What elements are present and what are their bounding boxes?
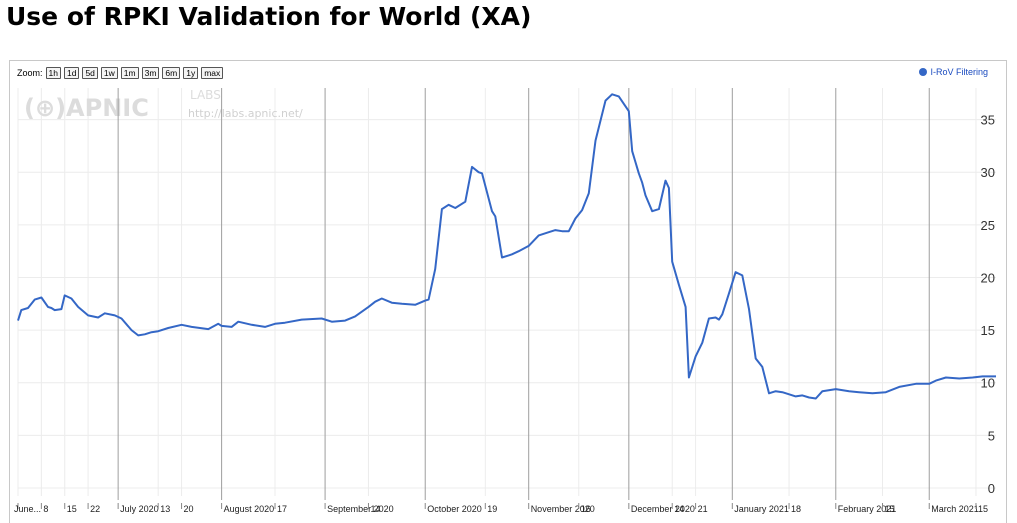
x-tick-label: 14: [674, 504, 684, 514]
zoom-button-5d[interactable]: 5d: [82, 67, 98, 79]
x-tick-label: October 2020: [427, 504, 482, 514]
x-tick-label: 19: [487, 504, 497, 514]
zoom-button-6m[interactable]: 6m: [162, 67, 181, 79]
x-tick-label: 14: [370, 504, 380, 514]
y-axis-ticks: 0 5 10 15 20 25 30 35: [981, 113, 995, 496]
y-tick-label: 20: [981, 270, 995, 285]
y-tick-label: 30: [981, 165, 995, 180]
zoom-buttons: 1h 1d 5d 1w 1m 3m 6m 1y max: [45, 67, 227, 79]
x-tick-label: July 2020: [120, 504, 159, 514]
watermark: (⊕)APNIC LABS http://labs.apnic.net/: [24, 88, 303, 122]
x-tick-label: June...: [14, 504, 41, 514]
x-tick-label: 13: [160, 504, 170, 514]
x-tick-label: December 2020: [631, 504, 695, 514]
y-tick-label: 0: [988, 481, 995, 496]
page-title: Use of RPKI Validation for World (XA): [6, 2, 532, 31]
y-tick-label: 5: [988, 428, 995, 443]
x-tick-label: February 2021: [838, 504, 897, 514]
zoom-button-max[interactable]: max: [201, 67, 224, 79]
watermark-labs: LABS: [190, 88, 221, 102]
watermark-url: http://labs.apnic.net/: [188, 107, 303, 120]
x-tick-label: 17: [277, 504, 287, 514]
zoom-button-3m[interactable]: 3m: [141, 67, 160, 79]
month-lines: [117, 88, 930, 500]
series-line-i-rov-filtering: [17, 93, 996, 400]
x-tick-label: 15: [67, 504, 77, 514]
y-tick-label: 35: [981, 113, 995, 128]
x-tick-label: January 2021: [734, 504, 789, 514]
legend[interactable]: I-RoV Filtering: [919, 67, 988, 77]
y-tick-label: 15: [981, 323, 995, 338]
zoom-button-1h[interactable]: 1h: [45, 67, 61, 79]
x-axis-ticks: June... 8 15 22 July 2020 13 20 August 2020 17 Se…: [14, 503, 988, 514]
grid: [17, 88, 996, 496]
zoom-button-1d[interactable]: 1d: [63, 67, 80, 79]
y-tick-label: 10: [981, 376, 995, 391]
zoom-button-1w[interactable]: 1w: [100, 67, 118, 79]
zoom-label: Zoom:: [17, 68, 43, 78]
zoom-button-1y[interactable]: 1y: [183, 67, 199, 79]
chart-frame: [9, 60, 1007, 523]
x-tick-label: 16: [581, 504, 591, 514]
y-tick-label: 25: [981, 218, 995, 233]
legend-marker-icon: [919, 68, 928, 76]
zoom-bar: Zoom: 1h 1d 5d 1w 1m 3m 6m 1y max: [17, 66, 226, 80]
x-tick-label: 18: [791, 504, 801, 514]
x-tick-label: September 2020: [327, 504, 394, 514]
x-tick-label: November 2020: [531, 504, 595, 514]
x-tick-label: 15: [978, 504, 988, 514]
x-tick-label: 22: [90, 504, 100, 514]
zoom-button-1m[interactable]: 1m: [120, 67, 139, 79]
x-tick-label: 21: [698, 504, 708, 514]
legend-label: I-RoV Filtering: [930, 67, 988, 77]
x-tick-label: March 2021: [931, 504, 979, 514]
watermark-logo: (⊕)APNIC: [24, 94, 149, 122]
x-tick-label: August 2020: [224, 504, 275, 514]
x-tick-label: 20: [184, 504, 194, 514]
x-tick-label: 8: [43, 504, 48, 514]
x-tick-label: 15: [885, 504, 895, 514]
